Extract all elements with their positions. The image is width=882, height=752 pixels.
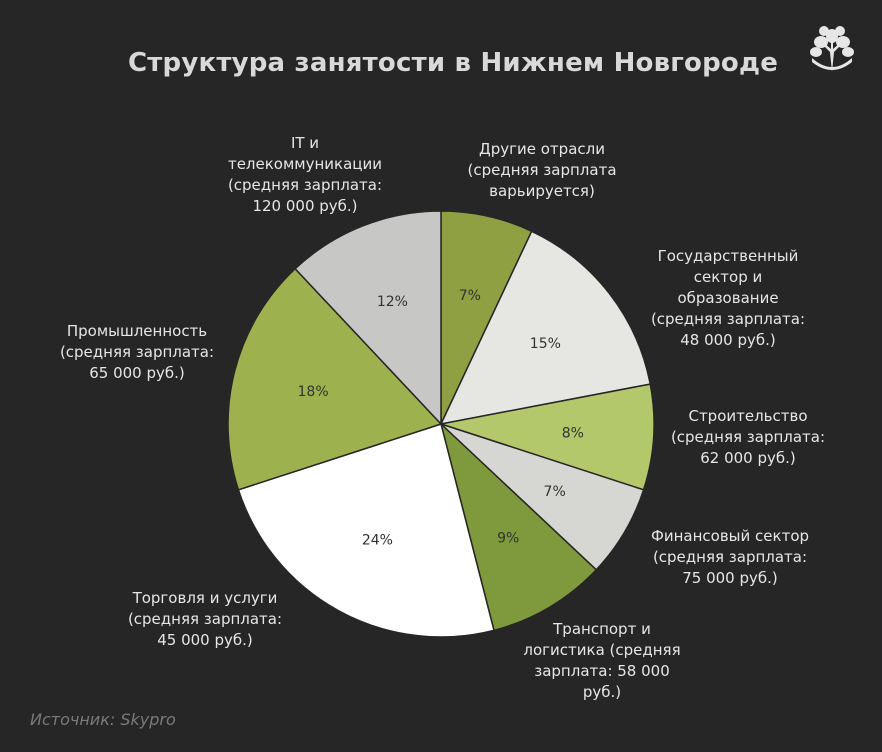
pie-slice-3 — [440, 383, 655, 491]
pie-slice-2 — [439, 230, 652, 426]
pie-category-label-5: Транспорт и логистика (средняя зарплата:… — [523, 620, 681, 701]
pie-category-label-7: Промышленность (средняя зарплата: 65 000… — [59, 321, 215, 382]
pie-value-label-4: 7% — [544, 484, 566, 500]
pie-category-label-8: IT и телекоммуникации (средняя зарплата:… — [227, 134, 383, 215]
pie-value-label-5: 9% — [497, 531, 519, 547]
pie-value-label-8: 12% — [377, 294, 408, 310]
pie-slice-7 — [227, 267, 443, 491]
pie-value-label-6: 24% — [362, 533, 393, 549]
chart-title: Структура занятости в Нижнем Новгороде — [127, 48, 779, 78]
source-note: Источник: Skypro — [30, 710, 176, 729]
tree-logo-icon — [810, 26, 854, 72]
pie-category-label-6: Торговля и услуги (средняя зарплата: 45 … — [127, 588, 283, 649]
pie-value-label-2: 15% — [530, 336, 561, 352]
pie-value-label-7: 18% — [298, 384, 329, 400]
pie-category-label-3: Строительство (средняя зарплата: 62 000 … — [670, 406, 826, 467]
pie-category-label-2: Государственный сектор и образование (ср… — [650, 246, 806, 349]
pie-category-label-4: Финансовый сектор (средняя зарплата: 75 … — [650, 526, 810, 587]
pie-value-label-3: 8% — [562, 425, 584, 441]
pie-value-label-1: 7% — [459, 288, 481, 304]
pie-slice-6 — [237, 423, 495, 638]
pie-slice-8 — [294, 210, 442, 426]
pie-slice-5 — [439, 421, 598, 632]
pie-category-label-1: Другие отрасли (средняя зарплата варьиру… — [467, 139, 617, 200]
